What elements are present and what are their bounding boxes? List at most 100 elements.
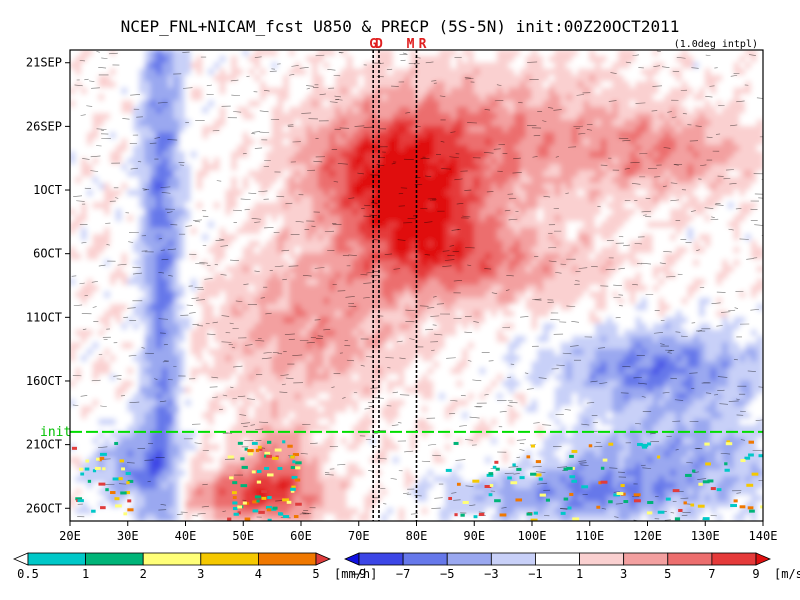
u850-cell bbox=[427, 514, 435, 521]
u850-cell bbox=[392, 316, 400, 325]
u850-cell bbox=[271, 50, 279, 57]
u850-cell bbox=[439, 456, 446, 465]
u850-cell bbox=[208, 234, 215, 242]
u850-cell bbox=[236, 444, 244, 452]
u850-cell bbox=[346, 450, 354, 458]
u850-cell bbox=[127, 62, 135, 70]
u850-cell bbox=[364, 68, 371, 76]
u850-cell bbox=[288, 214, 296, 223]
u850-cell bbox=[104, 246, 111, 255]
u850-cell bbox=[173, 50, 181, 57]
u850-cell bbox=[277, 297, 285, 306]
u850-cell bbox=[323, 355, 331, 363]
u850-cell bbox=[225, 285, 233, 293]
u850-cell bbox=[104, 316, 111, 325]
u850-cell bbox=[387, 285, 394, 293]
u850-cell bbox=[236, 431, 244, 439]
u850-cell bbox=[306, 94, 314, 102]
u850-cell bbox=[265, 501, 273, 509]
u850-cell bbox=[115, 412, 123, 420]
u850-cell bbox=[185, 367, 192, 376]
u850-cell bbox=[144, 335, 152, 344]
u850-cell bbox=[70, 214, 77, 223]
u850-cell bbox=[317, 323, 325, 331]
u850-cell bbox=[288, 514, 296, 521]
u850-cell bbox=[70, 138, 77, 146]
u850-cell bbox=[421, 412, 429, 420]
u850-cell bbox=[248, 456, 256, 465]
u850-cell bbox=[260, 297, 267, 306]
u850-cell bbox=[427, 253, 435, 261]
u850-cell bbox=[277, 68, 285, 76]
u850-cell bbox=[98, 291, 106, 299]
u850-cell bbox=[133, 100, 140, 108]
u850-cell bbox=[115, 431, 123, 439]
u850-cell bbox=[109, 316, 117, 325]
u850-cell bbox=[167, 463, 175, 471]
u850-cell bbox=[346, 151, 354, 159]
u850-cell bbox=[277, 138, 285, 146]
u850-cell bbox=[392, 310, 400, 318]
u850-cell bbox=[317, 469, 325, 477]
u850-cell bbox=[358, 456, 366, 465]
u850-cell bbox=[225, 68, 233, 76]
u850-cell bbox=[150, 456, 158, 465]
u850-cell bbox=[231, 138, 238, 146]
u850-cell bbox=[133, 176, 140, 185]
u850-cell bbox=[335, 310, 342, 318]
u850-cell bbox=[248, 183, 256, 191]
u850-cell bbox=[450, 50, 458, 57]
u850-cell bbox=[329, 405, 337, 414]
u850-cell bbox=[196, 323, 204, 331]
u850-cell bbox=[156, 265, 163, 274]
u850-cell bbox=[456, 265, 464, 274]
u850-cell bbox=[439, 253, 446, 261]
u850-cell bbox=[213, 450, 221, 458]
u850-cell bbox=[190, 253, 198, 261]
u850-cell bbox=[323, 291, 331, 299]
u850-cell bbox=[335, 495, 342, 503]
u850-cell bbox=[231, 183, 238, 191]
u850-cell bbox=[179, 55, 186, 64]
u850-cell bbox=[381, 50, 389, 57]
u850-cell bbox=[121, 514, 129, 521]
u850-cell bbox=[254, 501, 262, 509]
u850-cell bbox=[173, 138, 181, 146]
u850-cell bbox=[398, 469, 406, 477]
u850-cell bbox=[352, 329, 360, 337]
u850-cell bbox=[231, 176, 238, 185]
u850-cell bbox=[439, 87, 446, 96]
u850-cell bbox=[323, 501, 331, 509]
u850-cell bbox=[346, 488, 354, 497]
u850-cell bbox=[271, 74, 279, 83]
u850-cell bbox=[433, 100, 441, 108]
u850-cell bbox=[161, 367, 169, 376]
u850-cell bbox=[109, 405, 117, 414]
u850-cell bbox=[358, 418, 366, 427]
u850-cell bbox=[208, 374, 215, 382]
u850-cell bbox=[329, 74, 337, 83]
u850-cell bbox=[335, 297, 342, 306]
u850-cell bbox=[133, 310, 140, 318]
u850-cell bbox=[167, 208, 175, 216]
u850-cell bbox=[173, 463, 181, 471]
u850-cell bbox=[196, 297, 204, 306]
u850-cell bbox=[456, 246, 464, 255]
u850-cell bbox=[369, 329, 377, 337]
u850-cell bbox=[179, 50, 186, 57]
u850-cell bbox=[225, 348, 233, 357]
u850-cell bbox=[265, 386, 273, 395]
u850-cell bbox=[185, 272, 192, 280]
u850-cell bbox=[317, 495, 325, 503]
u850-cell bbox=[104, 475, 111, 484]
u850-cell bbox=[358, 405, 366, 414]
u850-cell bbox=[133, 316, 140, 325]
u850-cell bbox=[121, 316, 129, 325]
u850-cell bbox=[456, 81, 464, 89]
u850-cell bbox=[410, 170, 417, 178]
u850-cell bbox=[150, 144, 158, 153]
u850-cell bbox=[167, 514, 175, 521]
u850-cell bbox=[242, 374, 250, 382]
u850-cell bbox=[208, 202, 215, 210]
u850-cell bbox=[294, 482, 302, 490]
